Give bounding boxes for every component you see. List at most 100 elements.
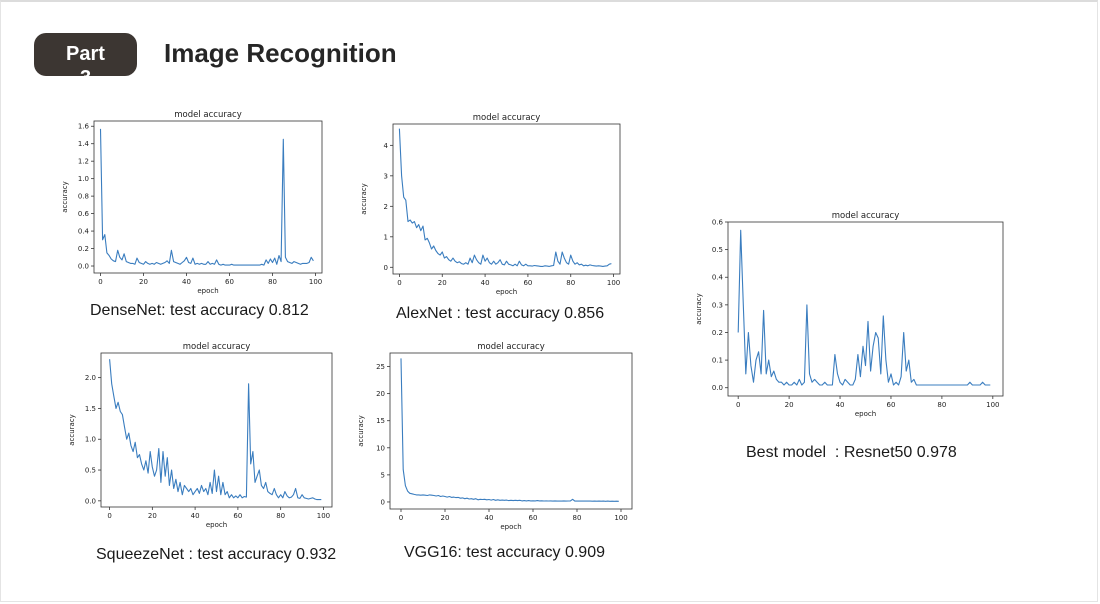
x-tick-label: 0: [736, 401, 740, 409]
y-tick-label: 1.0: [85, 436, 96, 444]
part-badge-label: Part: [66, 43, 105, 65]
y-tick-label: 0.3: [712, 301, 723, 309]
y-tick-label: 0.4: [712, 274, 724, 282]
plot-area: [100, 352, 333, 508]
y-tick-label: 0.4: [78, 228, 90, 236]
chart-title: model accuracy: [174, 110, 242, 120]
y-tick-label: 1.4: [78, 140, 90, 148]
x-tick-label: 80: [937, 401, 946, 409]
y-tick-label: 0.1: [712, 357, 723, 365]
x-tick-label: 80: [268, 278, 277, 286]
densenet-caption: DenseNet: test accuracy 0.812: [90, 302, 309, 319]
x-tick-label: 40: [481, 279, 490, 287]
plot-area: [93, 120, 323, 274]
accuracy-series-line: [398, 128, 612, 267]
part-badge: Part 3: [34, 33, 137, 76]
x-tick-label: 20: [148, 512, 157, 520]
chart-title: model accuracy: [183, 342, 251, 352]
y-axis-label: accuracy: [61, 181, 69, 213]
chart-title: model accuracy: [477, 342, 545, 352]
y-axis-label: accuracy: [695, 293, 703, 325]
y-tick-label: 1: [384, 233, 388, 241]
x-tick-label: 20: [438, 279, 447, 287]
x-tick-label: 80: [276, 512, 285, 520]
y-tick-label: 1.6: [78, 123, 90, 131]
x-tick-label: 60: [225, 278, 234, 286]
y-tick-label: 0.0: [85, 497, 96, 505]
densenet-accuracy-chart: model accuracy 0 20 40 60 80 100 0.0 0.2 0.4 0.6 0.…: [61, 110, 323, 295]
y-tick-label: 15: [376, 417, 385, 425]
x-axis-label: epoch: [500, 523, 521, 531]
y-tick-label: 20: [376, 390, 385, 398]
y-tick-label: 10: [376, 444, 385, 452]
vgg16-caption: VGG16: test accuracy 0.909: [404, 544, 605, 561]
y-tick-label: 0.6: [712, 219, 724, 227]
x-tick-label: 0: [107, 512, 111, 520]
alexnet-accuracy-chart: model accuracy 0 20 40 60 80 100 0 1 2 3 4 epoch accu…: [360, 113, 621, 296]
y-tick-label: 0.2: [712, 329, 723, 337]
x-tick-label: 100: [607, 279, 620, 287]
y-tick-label: 1.5: [85, 405, 96, 413]
x-tick-label: 100: [317, 512, 330, 520]
x-tick-label: 60: [529, 514, 538, 522]
x-tick-label: 40: [836, 401, 845, 409]
x-axis-label: epoch: [496, 288, 517, 296]
plot-area: [392, 123, 621, 275]
y-tick-label: 5: [381, 471, 385, 479]
chart-title: model accuracy: [832, 211, 900, 221]
squeezenet-caption: SqueezeNet : test accuracy 0.932: [96, 546, 337, 563]
x-tick-label: 40: [182, 278, 191, 286]
resnet50-caption: Best model : Resnet50 0.978: [746, 444, 957, 461]
y-tick-label: 25: [376, 363, 385, 371]
y-tick-label: 4: [384, 142, 389, 150]
y-tick-label: 0.6: [78, 210, 90, 218]
x-tick-label: 60: [887, 401, 896, 409]
y-axis-label: accuracy: [360, 183, 368, 215]
x-axis-label: epoch: [197, 287, 218, 295]
x-tick-label: 20: [785, 401, 794, 409]
y-axis-label: accuracy: [357, 415, 365, 447]
y-tick-label: 2.0: [85, 374, 96, 382]
y-tick-label: 1.0: [78, 175, 89, 183]
y-tick-label: 3: [384, 172, 388, 180]
x-axis-label: epoch: [855, 410, 876, 418]
part-badge-number: 3: [34, 66, 137, 76]
squeezenet-accuracy-chart: model accuracy 0 20 40 60 80 100 0.0 0.5 1.0 1.5 2.…: [68, 342, 333, 529]
x-tick-label: 20: [441, 514, 450, 522]
chart-title: model accuracy: [473, 113, 541, 123]
x-tick-label: 100: [614, 514, 627, 522]
x-tick-label: 40: [191, 512, 200, 520]
y-tick-label: 2: [384, 203, 388, 211]
accuracy-series-line: [109, 359, 322, 501]
y-tick-label: 1.2: [78, 158, 89, 166]
alexnet-caption: AlexNet : test accuracy 0.856: [396, 305, 605, 322]
x-tick-label: 40: [485, 514, 494, 522]
y-tick-label: 0: [384, 264, 388, 272]
plot-area: [389, 352, 633, 510]
y-tick-label: 0.0: [712, 384, 723, 392]
x-tick-label: 80: [573, 514, 582, 522]
x-tick-label: 60: [233, 512, 242, 520]
plot-area: [727, 221, 1004, 397]
y-tick-label: 0: [381, 498, 385, 506]
x-axis-label: epoch: [206, 521, 227, 529]
x-tick-label: 80: [566, 279, 575, 287]
x-tick-label: 0: [98, 278, 102, 286]
y-tick-label: 0.5: [85, 467, 96, 475]
y-axis-label: accuracy: [68, 414, 76, 446]
x-tick-label: 20: [139, 278, 148, 286]
y-tick-label: 0.2: [78, 245, 89, 253]
y-tick-label: 0.0: [78, 263, 89, 271]
accuracy-series-line: [400, 358, 619, 502]
resnet50-accuracy-chart: model accuracy 0 20 40 60 80 100 0.0 0.1 0.2 0.3 0.…: [695, 211, 1004, 418]
x-tick-label: 0: [399, 514, 403, 522]
vgg16-accuracy-chart: model accuracy 0 20 40 60 80 100 0 5 10 15 20 25 epoc…: [357, 342, 633, 531]
y-tick-label: 0.5: [712, 246, 723, 254]
accuracy-series-line: [99, 128, 314, 266]
x-tick-label: 100: [986, 401, 999, 409]
x-tick-label: 100: [309, 278, 322, 286]
x-tick-label: 0: [397, 279, 401, 287]
accuracy-series-line: [737, 229, 991, 386]
x-tick-label: 60: [523, 279, 532, 287]
